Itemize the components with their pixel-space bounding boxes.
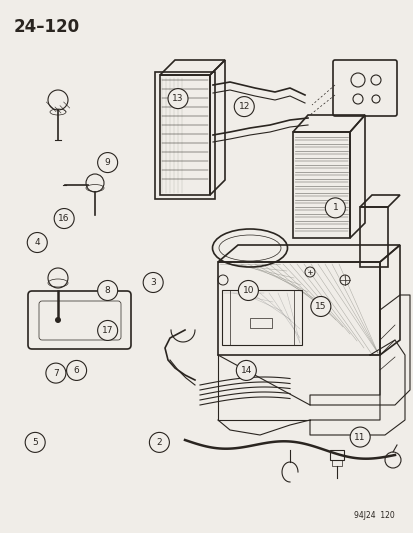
Text: 24–120: 24–120 [14, 18, 80, 36]
Text: 5: 5 [32, 438, 38, 447]
Text: 14: 14 [240, 366, 252, 375]
Circle shape [236, 360, 256, 381]
Bar [359, 207, 387, 267]
Circle shape [149, 432, 169, 453]
Circle shape [27, 232, 47, 253]
Circle shape [97, 280, 117, 301]
Circle shape [325, 198, 344, 218]
Bar [331, 460, 341, 466]
Text: 17: 17 [102, 326, 113, 335]
Circle shape [55, 317, 61, 323]
Bar [221, 290, 301, 345]
Text: 9: 9 [104, 158, 110, 167]
Text: 8: 8 [104, 286, 110, 295]
Circle shape [310, 296, 330, 317]
Bar [249, 318, 271, 328]
Circle shape [97, 320, 117, 341]
Circle shape [168, 88, 188, 109]
Circle shape [234, 96, 254, 117]
Text: 94J24  120: 94J24 120 [354, 511, 394, 520]
Text: 15: 15 [314, 302, 326, 311]
Text: 3: 3 [150, 278, 156, 287]
Text: 10: 10 [242, 286, 254, 295]
Circle shape [54, 208, 74, 229]
Circle shape [238, 280, 258, 301]
Text: 4: 4 [34, 238, 40, 247]
Circle shape [66, 360, 86, 381]
Text: 6: 6 [74, 366, 79, 375]
Text: 12: 12 [238, 102, 249, 111]
Text: 13: 13 [172, 94, 183, 103]
Text: 16: 16 [58, 214, 70, 223]
Circle shape [46, 363, 66, 383]
Text: 1: 1 [332, 204, 337, 212]
Circle shape [25, 432, 45, 453]
Circle shape [143, 272, 163, 293]
Circle shape [97, 152, 117, 173]
Bar [154, 72, 214, 199]
Bar [329, 450, 343, 460]
Text: 2: 2 [156, 438, 162, 447]
Text: 7: 7 [53, 369, 59, 377]
Text: 11: 11 [354, 433, 365, 441]
Circle shape [349, 427, 369, 447]
